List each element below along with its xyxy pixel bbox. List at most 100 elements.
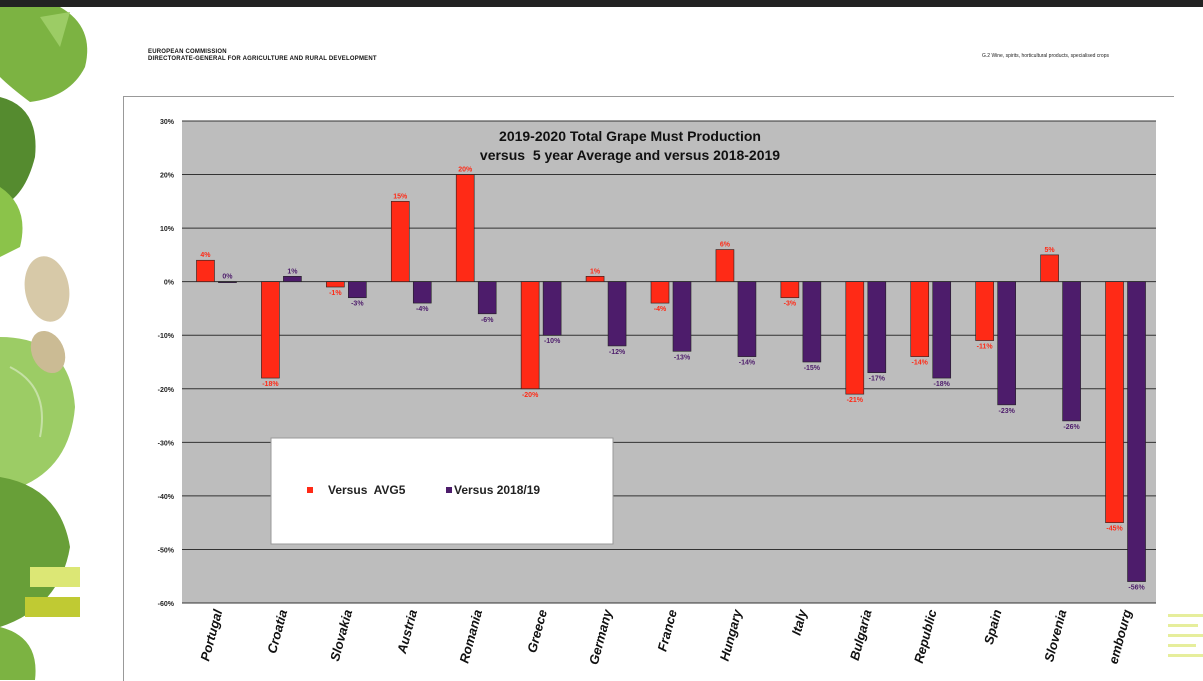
bar-2018 xyxy=(672,281,692,352)
bar-2018 xyxy=(607,281,627,347)
organization-header: EUROPEAN COMMISSION DIRECTORATE-GENERAL … xyxy=(148,49,377,63)
y-tick-label: -50% xyxy=(158,547,175,554)
x-tick-label: Republic xyxy=(911,607,940,665)
data-label-avg5: -11% xyxy=(977,344,994,351)
data-label-2018: -14% xyxy=(739,360,756,367)
legend-swatch-avg5 xyxy=(307,487,313,493)
bar-avg5 xyxy=(326,281,345,288)
bar-2018 xyxy=(283,276,302,282)
bar-avg5 xyxy=(261,281,280,379)
bar-avg5 xyxy=(910,281,930,357)
bars xyxy=(196,174,1146,582)
bar-avg5 xyxy=(975,281,994,341)
data-label-2018: -23% xyxy=(998,408,1015,415)
x-tick-label: Croatia xyxy=(264,608,290,655)
bar-2018 xyxy=(542,281,562,336)
legend-box xyxy=(270,437,614,545)
bar-2018 xyxy=(1127,281,1146,582)
unit-header: G.2 Wine, spirits, horticultural product… xyxy=(982,53,1109,59)
bar-avg5 xyxy=(1105,281,1124,523)
bar-2018 xyxy=(737,281,757,357)
y-tick-label: -10% xyxy=(158,333,175,340)
data-label-avg5: -14% xyxy=(912,360,929,367)
data-label-2018: -18% xyxy=(934,381,951,388)
data-label-avg5: -18% xyxy=(262,381,279,388)
data-label-2018: -10% xyxy=(544,338,561,345)
bar-avg5 xyxy=(650,281,670,304)
data-label-avg5: -45% xyxy=(1106,526,1123,533)
y-tick-label: 30% xyxy=(160,119,175,126)
bar-2018 xyxy=(802,281,822,363)
grape-must-chart: 30% 20% 10% 0% -10% -20% -30% -40% -50% -60% 4% 0%… xyxy=(158,119,1156,666)
chart-title-line2: versus 5 year Average and versus 2018-20… xyxy=(480,147,780,163)
x-tick-label: Austria xyxy=(394,608,420,656)
data-labels: 4% 0% -18% 1% -1% -3% 15% -4% 20% -6% -20% -10% 1% -1… xyxy=(200,167,1145,592)
bar-avg5 xyxy=(845,281,865,395)
data-label-avg5: 1% xyxy=(590,268,601,275)
decorative-stripes xyxy=(1168,612,1203,667)
bar-2018 xyxy=(1062,281,1081,422)
data-label-avg5: 5% xyxy=(1045,247,1056,254)
org-line1: EUROPEAN COMMISSION xyxy=(148,49,227,55)
y-tick-label: -60% xyxy=(158,601,175,608)
bar-2018 xyxy=(218,281,237,283)
data-label-2018: -4% xyxy=(416,306,429,313)
data-label-2018: -17% xyxy=(869,376,886,383)
y-tick-label: 20% xyxy=(160,173,175,180)
data-label-2018: -13% xyxy=(674,354,691,361)
bar-2018 xyxy=(477,281,497,315)
legend-label-2018: Versus 2018/19 xyxy=(454,483,540,497)
bar-avg5 xyxy=(520,281,540,390)
bar-2018 xyxy=(932,281,952,379)
legend-label-avg5: Versus AVG5 xyxy=(328,483,406,497)
org-line2: DIRECTORATE-GENERAL FOR AGRICULTURE AND … xyxy=(148,56,377,62)
data-label-avg5: -4% xyxy=(654,306,667,313)
bar-avg5 xyxy=(1040,254,1059,282)
y-tick-label: -40% xyxy=(158,494,175,501)
x-tick-label: Italy xyxy=(789,607,810,637)
legend-swatch-2018 xyxy=(446,487,452,493)
bar-avg5 xyxy=(585,276,605,282)
bar-avg5 xyxy=(196,259,215,282)
x-tick-label: Hungary xyxy=(717,607,745,663)
x-axis-labels: Portugal Croatia Slovakia Austria Romania Gre… xyxy=(197,607,1134,666)
x-tick-label: Greece xyxy=(524,608,550,654)
data-label-avg5: 6% xyxy=(720,242,731,249)
x-tick-label: Bulgaria xyxy=(847,608,875,662)
x-tick-label: Slovenia xyxy=(1041,608,1069,664)
bar-avg5 xyxy=(780,281,800,299)
x-tick-label: Germany xyxy=(586,607,615,666)
bar-avg5 xyxy=(455,174,475,282)
data-label-avg5: -21% xyxy=(847,397,864,404)
data-label-2018: 0% xyxy=(222,274,233,281)
chart-title-line1: 2019-2020 Total Grape Must Production xyxy=(499,128,761,144)
top-border xyxy=(0,0,1203,7)
bar-2018 xyxy=(348,281,367,299)
x-tick-label: France xyxy=(654,608,680,653)
y-tick-label: 0% xyxy=(164,280,175,287)
grape-leaf-decoration xyxy=(0,7,98,680)
data-label-2018: -56% xyxy=(1128,585,1145,592)
chart-panel: 30% 20% 10% 0% -10% -20% -30% -40% -50% -60% 4% 0%… xyxy=(123,96,1174,681)
bar-2018 xyxy=(997,281,1016,406)
data-label-2018: -3% xyxy=(351,301,364,308)
data-label-2018: -15% xyxy=(804,365,821,372)
bar-avg5 xyxy=(715,249,735,282)
data-label-2018: -6% xyxy=(481,317,494,324)
data-label-2018: 1% xyxy=(287,268,298,275)
legend: Versus AVG5 Versus 2018/19 xyxy=(270,437,614,545)
bar-avg5 xyxy=(390,201,410,282)
x-tick-label: embourg xyxy=(1106,608,1135,666)
bar-2018 xyxy=(412,281,432,304)
data-label-2018: -26% xyxy=(1063,424,1080,431)
x-tick-label: Slovakia xyxy=(327,608,355,663)
data-label-avg5: 15% xyxy=(393,193,408,200)
data-label-avg5: -1% xyxy=(329,290,342,297)
bar-2018 xyxy=(867,281,887,374)
data-label-2018: -12% xyxy=(609,349,626,356)
x-tick-label: Portugal xyxy=(197,608,225,663)
y-tick-label: -20% xyxy=(158,387,175,394)
y-axis-ticks: 30% 20% 10% 0% -10% -20% -30% -40% -50% -60% xyxy=(158,119,175,608)
data-label-avg5: 4% xyxy=(200,252,211,259)
y-tick-label: -30% xyxy=(158,440,175,447)
